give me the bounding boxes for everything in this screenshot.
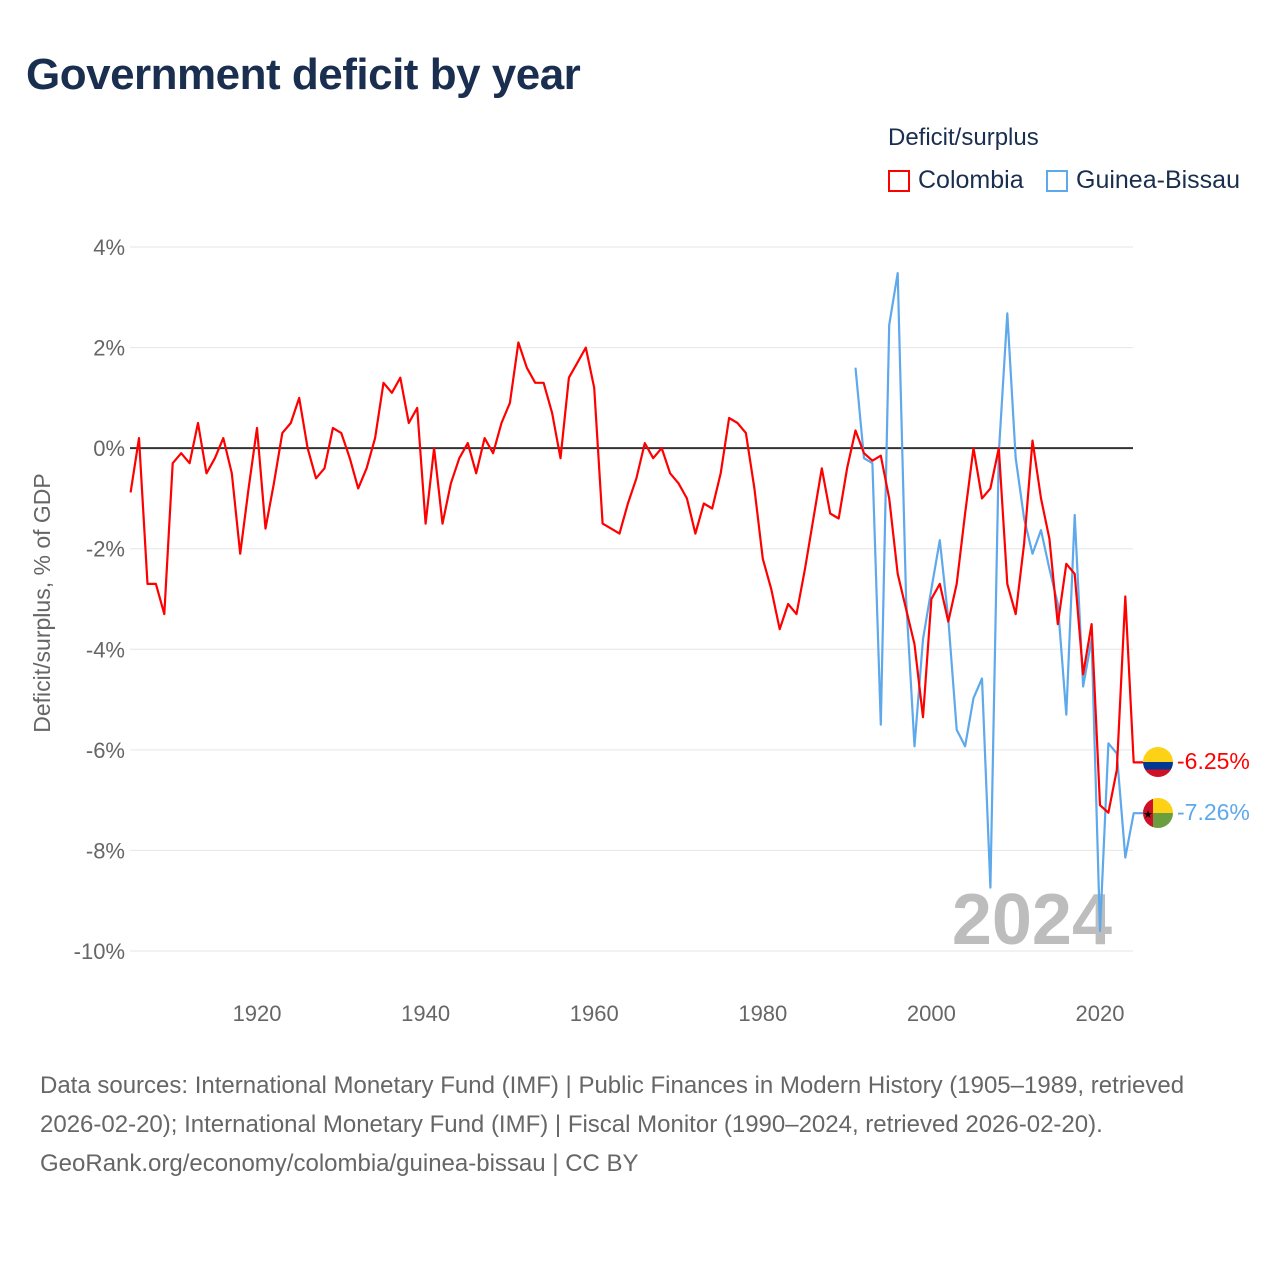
y-tick-label: 2% bbox=[93, 336, 125, 361]
y-tick-label: 0% bbox=[93, 436, 125, 461]
x-tick-label: 1960 bbox=[570, 1001, 619, 1026]
legend-title: Deficit/surplus bbox=[888, 124, 1039, 151]
colombia-flag-icon bbox=[1143, 747, 1173, 777]
y-axis-label: Deficit/surplus, % of GDP bbox=[29, 473, 55, 732]
series-line-colombia[interactable] bbox=[129, 341, 1143, 814]
y-tick-label: -10% bbox=[74, 939, 125, 964]
footer: Data sources: International Monetary Fun… bbox=[40, 1066, 1240, 1183]
x-tick-label: 2000 bbox=[907, 1001, 956, 1026]
legend-swatch bbox=[888, 169, 910, 192]
guinea-bissau-flag-icon: ★ bbox=[1143, 798, 1173, 828]
series-line-guinea-bissau[interactable] bbox=[854, 272, 1144, 933]
svg-text:★: ★ bbox=[1143, 809, 1153, 821]
x-tick-label: 2020 bbox=[1076, 1001, 1125, 1026]
legend-item-colombia[interactable]: Colombia bbox=[888, 166, 1024, 195]
credit-link[interactable]: GeoRank.org/economy/colombia/guinea-biss… bbox=[40, 1150, 639, 1177]
chart-title: Government deficit by year bbox=[26, 50, 581, 99]
y-tick-label: 4% bbox=[93, 235, 125, 260]
end-label-guinea-bissau: -7.26% bbox=[1177, 799, 1250, 825]
y-tick-label: -4% bbox=[86, 637, 125, 662]
legend-label: Guinea-Bissau bbox=[1076, 166, 1240, 194]
end-label-colombia: -6.25% bbox=[1177, 748, 1250, 774]
legend-label: Colombia bbox=[918, 166, 1024, 194]
x-tick-label: 1940 bbox=[401, 1001, 450, 1026]
y-tick-label: -6% bbox=[86, 738, 125, 763]
data-sources: Data sources: International Monetary Fun… bbox=[40, 1072, 1185, 1138]
y-tick-label: -8% bbox=[86, 838, 125, 863]
y-tick-label: -2% bbox=[86, 537, 125, 562]
year-label: 2024 bbox=[952, 880, 1112, 960]
x-tick-label: 1920 bbox=[233, 1001, 282, 1026]
line-chart: 4% 2% 0% -2% -4% -6% -8% -10% 1920 1940 1960 1980 20… bbox=[29, 235, 1250, 1026]
legend-item-guinea-bissau[interactable]: Guinea-Bissau bbox=[1046, 166, 1240, 195]
x-tick-label: 1980 bbox=[738, 1001, 787, 1026]
legend-swatch bbox=[1046, 169, 1068, 192]
